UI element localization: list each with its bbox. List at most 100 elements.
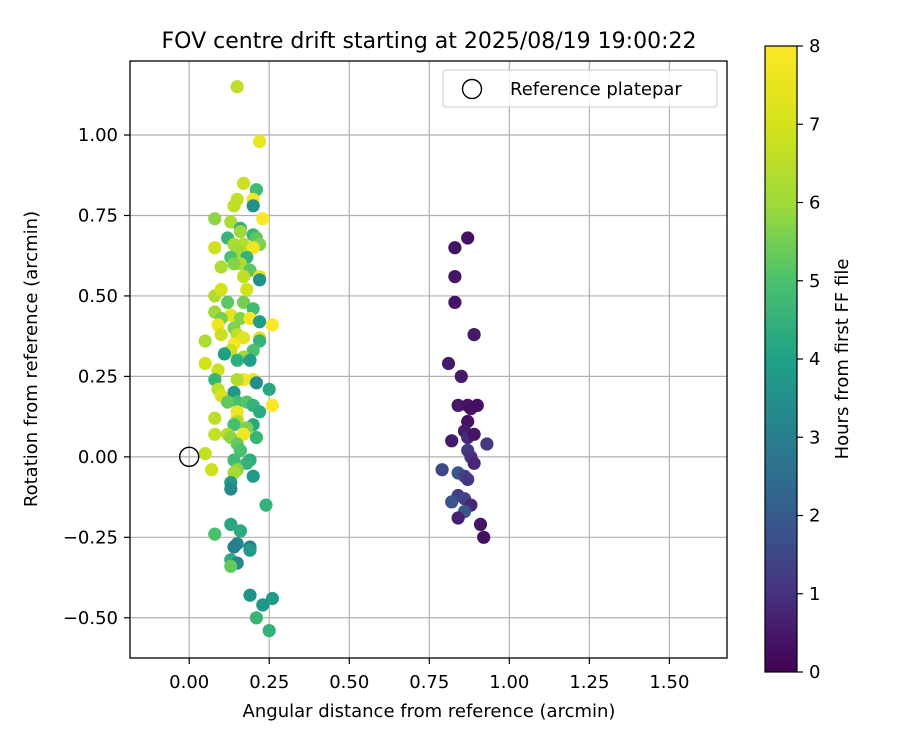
data-point [246,199,260,213]
legend-marker-icon [461,78,483,100]
data-point [451,398,465,412]
colorbar-tick-label: 2 [809,506,820,527]
x-tick-label: 0.00 [169,672,209,693]
y-axis-label: Rotation from reference (arcmin) [21,211,42,507]
y-tick-label: −0.25 [63,527,118,548]
data-point [198,447,212,461]
reference-marker-layer [179,446,200,468]
data-point [237,176,251,190]
y-tick-label: 0.00 [78,447,118,468]
plot-frame [129,60,728,659]
data-point [240,456,254,470]
colorbar-tick-label: 0 [809,662,820,683]
x-tick-label: 1.50 [649,672,689,693]
data-point [224,517,238,532]
colorbar-gradient [764,45,798,673]
colorbar-tick-label: 5 [809,271,820,292]
data-points [198,80,494,638]
data-point [253,405,267,419]
data-point [246,469,260,483]
data-point [445,495,459,509]
data-point [233,443,247,457]
data-point [253,273,267,287]
colorbar: 0 1 2 3 4 5 6 7 8 Hours from first FF file [764,36,853,683]
data-point [253,334,267,348]
data-point [208,241,222,255]
colorbar-tick-label: 8 [809,36,820,57]
data-point [233,524,247,538]
data-point [230,80,244,94]
colorbar-tick-label: 6 [809,193,820,214]
data-point [451,511,465,525]
data-point [243,353,257,367]
data-point [198,356,212,371]
data-point [208,212,222,226]
y-tick-label: −0.50 [63,608,118,629]
data-point [253,134,267,149]
data-point [224,215,238,229]
data-point [470,398,484,412]
data-point [227,540,241,554]
reference-marker [179,446,200,468]
data-point [253,315,267,329]
data-point [448,270,462,284]
data-point [259,498,273,512]
data-point [467,328,481,342]
y-tick-label: 0.25 [78,366,118,387]
data-point [221,295,235,309]
data-point [237,295,251,309]
data-point [230,373,244,387]
data-point [230,395,244,409]
colorbar-tick-label: 3 [809,427,820,448]
data-point [208,411,222,425]
data-point [454,369,468,383]
data-point [214,260,228,274]
x-tick-label: 1.25 [569,672,609,693]
data-point [237,270,251,284]
data-point [214,282,228,297]
x-axis-ticks: 0.00 0.25 0.50 0.75 1.00 1.25 1.50 [169,658,689,693]
data-point [256,598,270,612]
data-point [467,456,481,470]
data-point [227,418,241,432]
data-point [237,427,251,441]
colorbar-tick-label: 1 [809,584,820,605]
data-point [237,331,251,345]
x-tick-label: 0.50 [329,672,369,693]
data-point [461,231,475,245]
data-point [208,527,222,541]
data-point [467,427,481,441]
data-point [256,212,270,226]
data-point [227,199,241,213]
data-point [243,543,257,557]
y-tick-label: 0.75 [78,205,118,226]
data-point [249,430,263,445]
data-point [198,334,212,348]
data-point [214,328,228,342]
data-point [265,591,279,606]
legend-box [442,69,718,108]
colorbar-ticks: 0 1 2 3 4 5 6 7 8 [797,36,820,683]
legend-entry-reference: Reference platepar [510,79,682,100]
data-point [461,472,475,486]
data-point [445,434,459,448]
data-point [249,611,263,625]
data-point [233,225,247,239]
data-point [205,463,219,477]
data-point [262,382,276,396]
data-point [477,530,491,544]
data-point [217,347,231,361]
colorbar-label: Hours from first FF file [832,259,853,460]
data-point [246,241,260,255]
grid-lines [130,61,727,658]
y-axis-ticks: −0.50 −0.25 0.00 0.25 0.50 0.75 1.00 [63,125,130,629]
y-tick-label: 1.00 [78,125,118,146]
data-point [262,624,276,638]
data-point [435,463,449,477]
data-point [208,427,222,441]
data-point [448,241,462,255]
x-tick-label: 0.25 [249,672,289,693]
x-tick-label: 1.00 [489,672,529,693]
